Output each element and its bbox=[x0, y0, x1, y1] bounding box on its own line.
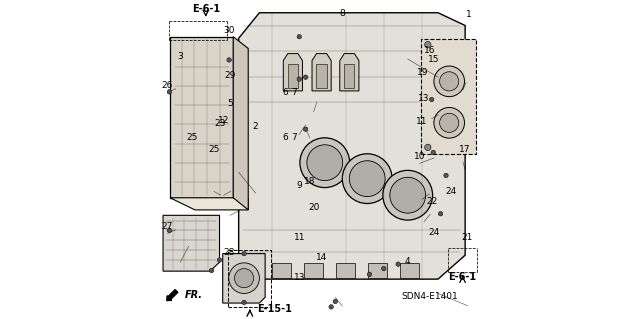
Circle shape bbox=[167, 228, 172, 233]
Polygon shape bbox=[400, 263, 419, 278]
Circle shape bbox=[396, 262, 401, 266]
Text: 30: 30 bbox=[223, 26, 235, 35]
Circle shape bbox=[349, 161, 385, 197]
Text: FR.: FR. bbox=[185, 290, 203, 300]
Circle shape bbox=[429, 97, 434, 102]
Circle shape bbox=[300, 138, 349, 188]
Circle shape bbox=[242, 251, 246, 256]
Text: 3: 3 bbox=[177, 52, 183, 61]
Text: 6: 6 bbox=[282, 88, 288, 97]
Circle shape bbox=[228, 263, 259, 293]
Polygon shape bbox=[284, 54, 303, 91]
Text: 7: 7 bbox=[291, 133, 297, 142]
Text: E-6-1: E-6-1 bbox=[192, 4, 220, 14]
FancyArrow shape bbox=[167, 290, 178, 300]
Circle shape bbox=[424, 144, 431, 151]
Circle shape bbox=[431, 150, 435, 155]
Circle shape bbox=[444, 173, 448, 178]
Circle shape bbox=[218, 258, 221, 262]
Circle shape bbox=[438, 211, 443, 216]
Text: 14: 14 bbox=[316, 253, 327, 262]
Circle shape bbox=[333, 299, 337, 304]
Circle shape bbox=[381, 266, 386, 271]
Polygon shape bbox=[239, 13, 465, 279]
Text: 5: 5 bbox=[227, 99, 233, 108]
Circle shape bbox=[303, 75, 308, 79]
Circle shape bbox=[440, 113, 459, 132]
FancyBboxPatch shape bbox=[421, 39, 476, 154]
Polygon shape bbox=[336, 263, 355, 278]
Polygon shape bbox=[344, 64, 355, 88]
Text: 24: 24 bbox=[446, 187, 457, 196]
Polygon shape bbox=[340, 54, 359, 91]
Polygon shape bbox=[304, 263, 323, 278]
Circle shape bbox=[424, 41, 431, 48]
Text: SDN4-E1401: SDN4-E1401 bbox=[402, 292, 458, 301]
Polygon shape bbox=[288, 64, 298, 88]
Text: E-6-1: E-6-1 bbox=[449, 272, 477, 282]
Polygon shape bbox=[317, 64, 326, 88]
Text: 19: 19 bbox=[417, 68, 428, 77]
Text: 11: 11 bbox=[294, 233, 305, 242]
Text: 26: 26 bbox=[162, 81, 173, 90]
Text: 22: 22 bbox=[427, 197, 438, 206]
Text: 2: 2 bbox=[253, 122, 259, 130]
Text: 8: 8 bbox=[339, 9, 345, 18]
Text: 28: 28 bbox=[223, 248, 235, 257]
Circle shape bbox=[390, 177, 426, 213]
Text: 1: 1 bbox=[465, 10, 471, 19]
Text: 21: 21 bbox=[461, 233, 472, 242]
Text: 25: 25 bbox=[186, 133, 198, 142]
Text: 10: 10 bbox=[414, 152, 425, 161]
Polygon shape bbox=[312, 54, 331, 91]
Text: 12: 12 bbox=[218, 116, 229, 125]
Circle shape bbox=[297, 34, 301, 39]
Circle shape bbox=[167, 90, 172, 94]
Circle shape bbox=[434, 108, 465, 138]
Polygon shape bbox=[233, 37, 248, 210]
Text: E-15-1: E-15-1 bbox=[257, 304, 292, 314]
Circle shape bbox=[383, 170, 433, 220]
Circle shape bbox=[297, 77, 301, 81]
Circle shape bbox=[440, 72, 459, 91]
Circle shape bbox=[434, 66, 465, 97]
Text: 15: 15 bbox=[428, 56, 439, 64]
Text: 4: 4 bbox=[405, 257, 410, 266]
Polygon shape bbox=[163, 215, 220, 271]
Text: 24: 24 bbox=[429, 228, 440, 237]
Text: 23: 23 bbox=[215, 119, 226, 128]
Polygon shape bbox=[223, 254, 265, 303]
Text: 9: 9 bbox=[296, 181, 302, 189]
Text: 13: 13 bbox=[419, 94, 429, 103]
Circle shape bbox=[209, 268, 214, 273]
Text: 17: 17 bbox=[460, 145, 471, 154]
Circle shape bbox=[342, 154, 392, 204]
Text: 11: 11 bbox=[417, 117, 428, 126]
Text: 27: 27 bbox=[162, 222, 173, 231]
Polygon shape bbox=[272, 263, 291, 278]
Circle shape bbox=[303, 127, 308, 131]
Text: 13: 13 bbox=[294, 273, 305, 282]
Circle shape bbox=[227, 58, 231, 62]
Text: 20: 20 bbox=[308, 203, 319, 212]
Text: 6: 6 bbox=[282, 133, 288, 142]
Text: 25: 25 bbox=[209, 145, 220, 154]
Text: 7: 7 bbox=[291, 88, 297, 97]
Circle shape bbox=[367, 272, 372, 277]
Circle shape bbox=[329, 305, 333, 309]
Circle shape bbox=[307, 145, 342, 181]
Text: 18: 18 bbox=[304, 177, 316, 186]
Circle shape bbox=[234, 269, 253, 288]
Circle shape bbox=[242, 300, 246, 305]
Polygon shape bbox=[170, 198, 248, 210]
Text: 16: 16 bbox=[424, 46, 435, 55]
Polygon shape bbox=[170, 37, 233, 198]
Text: 29: 29 bbox=[225, 71, 236, 80]
Polygon shape bbox=[368, 263, 387, 278]
